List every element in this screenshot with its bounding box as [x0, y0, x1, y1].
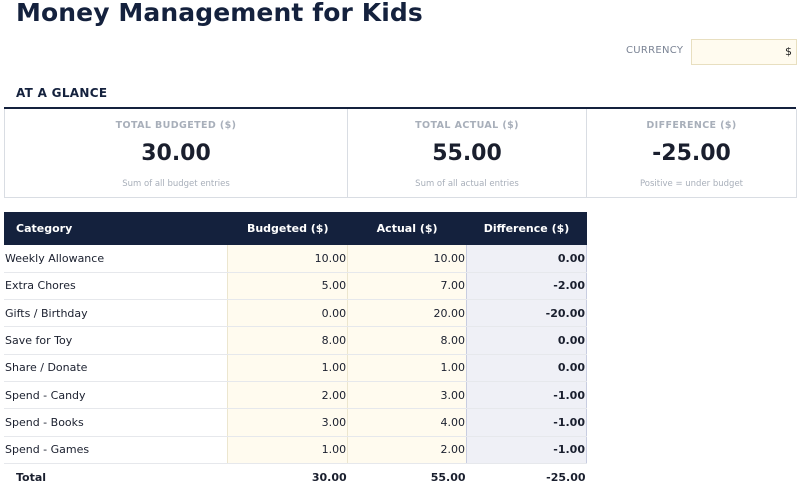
table-row: Share / Donate 1.00 1.00 0.00 — [4, 354, 587, 382]
total-row: Total 30.00 55.00 -25.00 — [4, 462, 587, 484]
actual-cell[interactable]: 20.00 — [347, 299, 467, 328]
currency-input[interactable]: $ — [691, 39, 797, 65]
budgeted-cell[interactable]: 2.00 — [227, 381, 348, 410]
kpi-label: DIFFERENCE ($) — [646, 120, 737, 131]
category-cell: Share / Donate — [4, 354, 228, 382]
section-title-at-a-glance: AT A GLANCE — [16, 86, 108, 100]
kpi-note: Sum of all actual entries — [415, 179, 519, 189]
category-cell: Gifts / Birthday — [4, 299, 228, 328]
budgeted-cell[interactable]: 1.00 — [227, 436, 348, 464]
difference-cell: -1.00 — [466, 408, 587, 437]
table-row: Spend - Games 1.00 2.00 -1.00 — [4, 436, 587, 464]
table-row: Save for Toy 8.00 8.00 0.00 — [4, 326, 587, 355]
actual-cell[interactable]: 10.00 — [347, 245, 467, 273]
actual-cell[interactable]: 3.00 — [347, 381, 467, 410]
currency-label: CURRENCY — [626, 45, 684, 56]
total-label: Total — [4, 462, 228, 484]
difference-cell: 0.00 — [466, 245, 587, 273]
kpi-value: -25.00 — [652, 141, 731, 166]
table-row: Spend - Candy 2.00 3.00 -1.00 — [4, 381, 587, 410]
column-header-difference: Difference ($) — [466, 212, 587, 245]
column-header-category: Category — [4, 212, 228, 245]
budget-table: Category Budgeted ($) Actual ($) Differe… — [4, 212, 587, 484]
difference-cell: -20.00 — [466, 299, 587, 328]
actual-cell[interactable]: 4.00 — [347, 408, 467, 437]
total-budgeted: 30.00 — [227, 462, 348, 484]
kpi-card-total-actual: TOTAL ACTUAL ($) 55.00 Sum of all actual… — [347, 109, 587, 198]
table-row: Gifts / Birthday 0.00 20.00 -20.00 — [4, 299, 587, 328]
budgeted-cell[interactable]: 0.00 — [227, 299, 348, 328]
page-title: Money Management for Kids — [16, 0, 423, 27]
category-cell: Save for Toy — [4, 326, 228, 355]
kpi-note: Sum of all budget entries — [122, 179, 230, 189]
budgeted-cell[interactable]: 8.00 — [227, 326, 348, 355]
category-cell: Spend - Books — [4, 408, 228, 437]
difference-cell: -2.00 — [466, 272, 587, 301]
difference-cell: -1.00 — [466, 381, 587, 410]
total-actual: 55.00 — [347, 462, 467, 484]
kpi-card-difference: DIFFERENCE ($) -25.00 Positive = under b… — [586, 109, 797, 198]
column-header-actual: Actual ($) — [347, 212, 467, 245]
budgeted-cell[interactable]: 5.00 — [227, 272, 348, 301]
kpi-label: TOTAL BUDGETED ($) — [115, 120, 237, 131]
section-divider — [4, 107, 796, 109]
category-cell: Weekly Allowance — [4, 245, 228, 273]
difference-cell: 0.00 — [466, 354, 587, 382]
kpi-card-total-budgeted: TOTAL BUDGETED ($) 30.00 Sum of all budg… — [4, 109, 348, 198]
category-cell: Extra Chores — [4, 272, 228, 301]
budgeted-cell[interactable]: 1.00 — [227, 354, 348, 382]
budgeted-cell[interactable]: 10.00 — [227, 245, 348, 273]
actual-cell[interactable]: 2.00 — [347, 436, 467, 464]
kpi-label: TOTAL ACTUAL ($) — [415, 120, 519, 131]
table-row: Weekly Allowance 10.00 10.00 0.00 — [4, 245, 587, 273]
column-header-budgeted: Budgeted ($) — [227, 212, 348, 245]
difference-cell: -1.00 — [466, 436, 587, 464]
total-difference: -25.00 — [466, 462, 587, 484]
category-cell: Spend - Games — [4, 436, 228, 464]
actual-cell[interactable]: 1.00 — [347, 354, 467, 382]
table-row: Extra Chores 5.00 7.00 -2.00 — [4, 272, 587, 301]
table-header-row: Category Budgeted ($) Actual ($) Differe… — [4, 212, 587, 245]
kpi-value: 55.00 — [432, 141, 502, 166]
budgeted-cell[interactable]: 3.00 — [227, 408, 348, 437]
table-row: Spend - Books 3.00 4.00 -1.00 — [4, 408, 587, 437]
actual-cell[interactable]: 7.00 — [347, 272, 467, 301]
actual-cell[interactable]: 8.00 — [347, 326, 467, 355]
category-cell: Spend - Candy — [4, 381, 228, 410]
kpi-note: Positive = under budget — [639, 179, 744, 189]
difference-cell: 0.00 — [466, 326, 587, 355]
kpi-value: 30.00 — [141, 141, 211, 166]
